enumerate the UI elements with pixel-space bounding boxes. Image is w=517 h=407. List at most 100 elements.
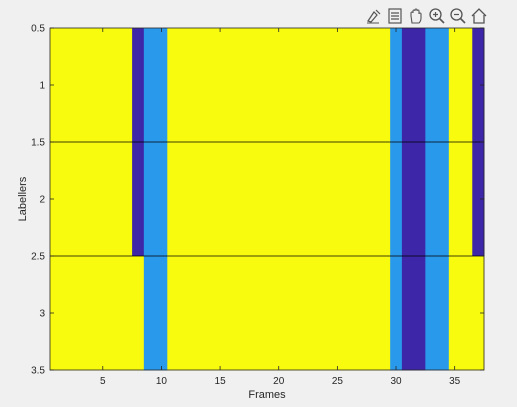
x-tick-label: 30 (390, 376, 402, 387)
y-tick-label: 2.5 (31, 252, 45, 263)
heatmap-cell (62, 142, 74, 256)
heatmap-cell (132, 256, 144, 370)
heatmap-cell (367, 28, 379, 142)
heatmap-cell (109, 142, 121, 256)
heatmap-cell (402, 256, 414, 370)
heatmap-cell (320, 28, 332, 142)
heatmap-cell (167, 256, 179, 370)
heatmap-cell (449, 256, 461, 370)
heatmap-cell (378, 28, 390, 142)
heatmap-cell (120, 256, 132, 370)
heatmap-cell (261, 256, 273, 370)
heatmap-cell (73, 256, 85, 370)
heatmap-cell (179, 28, 191, 142)
x-tick-label: 10 (156, 376, 168, 387)
y-tick-label: 3 (39, 309, 45, 320)
heatmap-cell (226, 142, 238, 256)
heatmap-cell (202, 256, 214, 370)
heatmap-cell (437, 256, 449, 370)
heatmap-cell (332, 256, 344, 370)
heatmap-cell (238, 142, 250, 256)
heatmap-cell (355, 256, 367, 370)
heatmap-cell (226, 256, 238, 370)
heatmap-cell (367, 256, 379, 370)
heatmap-cell (167, 28, 179, 142)
heatmap-cell (97, 142, 109, 256)
heatmap-cell (449, 142, 461, 256)
heatmap-cell (343, 256, 355, 370)
heatmap-cell (378, 142, 390, 256)
heatmap-cell (343, 28, 355, 142)
heatmap-cell (85, 256, 97, 370)
heatmap-cell (132, 28, 144, 142)
x-tick-label: 20 (273, 376, 285, 387)
heatmap-cell (238, 28, 250, 142)
x-axis-label: Frames (248, 389, 286, 401)
heatmap-cell (320, 142, 332, 256)
heatmap-cell (449, 28, 461, 142)
heatmap-cell (402, 142, 414, 256)
heatmap-cell (144, 256, 156, 370)
heatmap-cell (296, 142, 308, 256)
heatmap-cell (214, 142, 226, 256)
heatmap-cell (378, 256, 390, 370)
x-tick-label: 15 (215, 376, 227, 387)
heatmap-cell (249, 142, 261, 256)
heatmap-cell (437, 142, 449, 256)
y-tick-label: 1 (39, 81, 45, 92)
heatmap-cell (296, 256, 308, 370)
heatmap-cell (296, 28, 308, 142)
heatmap-cells (50, 28, 484, 370)
heatmap-cell (73, 28, 85, 142)
heatmap-cell (343, 142, 355, 256)
heatmap-cell (73, 142, 85, 256)
heatmap-cell (425, 28, 437, 142)
heatmap-cell (285, 142, 297, 256)
heatmap-cell (132, 142, 144, 256)
heatmap-cell (355, 28, 367, 142)
heatmap-cell (425, 142, 437, 256)
heatmap-cell (109, 256, 121, 370)
heatmap-cell (390, 142, 402, 256)
heatmap-cell (120, 28, 132, 142)
heatmap-cell (261, 28, 273, 142)
heatmap-cell (109, 28, 121, 142)
heatmap-cell (285, 256, 297, 370)
heatmap-cell (308, 256, 320, 370)
heatmap-cell (179, 256, 191, 370)
y-axis-label: Labellers (17, 176, 29, 221)
heatmap-cell (425, 256, 437, 370)
heatmap-cell (249, 256, 261, 370)
heatmap-cell (62, 28, 74, 142)
heatmap-cell (261, 142, 273, 256)
heatmap-cell (214, 256, 226, 370)
heatmap-cell (191, 256, 203, 370)
heatmap-cell (285, 28, 297, 142)
heatmap-cell (390, 28, 402, 142)
heatmap-cell (144, 28, 156, 142)
heatmap-cell (355, 142, 367, 256)
heatmap-cell (156, 142, 168, 256)
heatmap-cell (461, 142, 473, 256)
heatmap-cell (461, 28, 473, 142)
heatmap-cell (461, 256, 473, 370)
heatmap-cell (156, 28, 168, 142)
y-tick-label: 2 (39, 195, 45, 206)
heatmap-cell (167, 142, 179, 256)
heatmap-cell (191, 28, 203, 142)
heatmap-cell (273, 28, 285, 142)
heatmap-cell (214, 28, 226, 142)
heatmap-cell (273, 256, 285, 370)
heatmap-cell (85, 28, 97, 142)
heatmap-cell (437, 28, 449, 142)
heatmap-cell (226, 28, 238, 142)
x-tick-label: 5 (100, 376, 106, 387)
heatmap-cell (97, 28, 109, 142)
heatmap-cell (191, 142, 203, 256)
x-tick-label: 25 (332, 376, 344, 387)
x-tick-label: 35 (449, 376, 461, 387)
heatmap-cell (367, 142, 379, 256)
heatmap-cell (97, 256, 109, 370)
heatmap-cell (202, 142, 214, 256)
